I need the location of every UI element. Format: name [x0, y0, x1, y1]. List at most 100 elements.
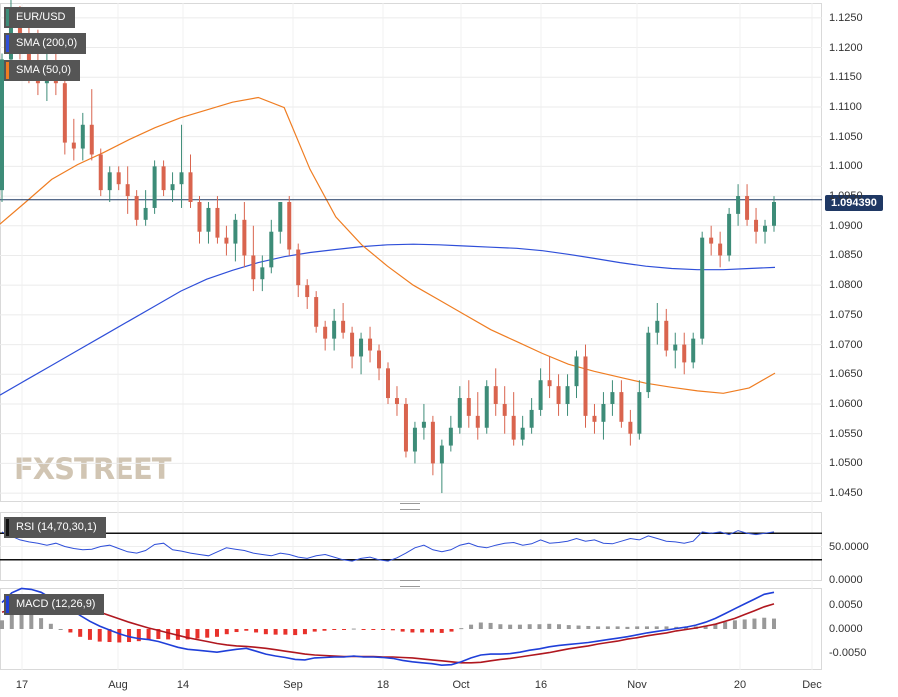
candle-body	[377, 350, 382, 369]
price-axis-label: 1.0600	[829, 397, 863, 410]
macd-histogram-bar	[371, 629, 376, 630]
candle-body	[421, 421, 426, 428]
macd-histogram-bar	[635, 626, 640, 629]
legend-label: RSI (14,70,30,1)	[16, 521, 97, 533]
candle-body	[520, 427, 525, 440]
macd-histogram-bar	[615, 626, 620, 629]
candle-body	[709, 237, 714, 244]
candle-body	[341, 320, 346, 333]
candle-body	[682, 344, 687, 363]
macd-histogram-bar	[654, 626, 659, 629]
macd-histogram-bar	[527, 624, 532, 629]
legend-sma50[interactable]: SMA (50,0)	[4, 60, 81, 81]
candle-body	[565, 386, 570, 404]
macd-histogram-bar	[400, 629, 405, 632]
x-axis-label: 18	[376, 679, 390, 691]
macd-histogram-bar	[390, 629, 395, 631]
price-axis-label: 1.0500	[829, 457, 863, 470]
macd-histogram-bar	[644, 626, 649, 629]
price-axis-label: 1.0750	[829, 308, 863, 321]
candle-body	[619, 392, 624, 422]
price-axis-label: 1.0550	[829, 427, 863, 440]
pane-resize-handle[interactable]	[400, 503, 420, 510]
macd-histogram-bar	[214, 629, 219, 637]
candle-body	[17, 23, 22, 42]
macd-histogram-bar	[752, 618, 757, 629]
macd-histogram-bar	[586, 625, 591, 629]
macd-histogram-bar	[117, 629, 122, 643]
candle-body	[538, 380, 543, 410]
macd-histogram-bar	[596, 626, 601, 629]
macd-histogram-bar	[439, 629, 444, 633]
macd-histogram-bar	[39, 618, 44, 629]
legend-swatch	[6, 596, 9, 613]
candle-body	[547, 380, 552, 387]
candle-body	[215, 207, 220, 238]
candle-body	[314, 297, 319, 327]
candle-body	[134, 196, 139, 220]
candle-body	[116, 172, 121, 185]
macd-histogram-bar	[273, 629, 278, 635]
macd-histogram-bar	[293, 629, 298, 636]
price-axis-label: 1.0650	[829, 368, 863, 381]
legend-sma200[interactable]: SMA (200,0)	[4, 33, 87, 54]
macd-histogram-bar	[537, 624, 542, 629]
candle-body	[457, 398, 462, 428]
candle-body	[502, 403, 507, 416]
candle-body	[0, 59, 4, 191]
macd-histogram-bar	[732, 620, 737, 629]
candle-body	[439, 445, 444, 464]
candle-body	[529, 409, 534, 428]
candle-body	[107, 172, 112, 191]
candle-body	[224, 237, 229, 244]
candle-body	[736, 196, 741, 214]
macd-histogram-bar	[136, 629, 141, 642]
candle-body	[700, 237, 705, 339]
legend-swatch	[6, 9, 9, 26]
legend-swatch	[6, 35, 9, 52]
rsi-axis-label: 50.0000	[829, 540, 869, 553]
candle-body	[448, 427, 453, 446]
price-axis-label: 1.0450	[829, 487, 863, 500]
macd-histogram-bar	[557, 624, 562, 629]
legend-eurusd[interactable]: EUR/USD	[4, 7, 75, 28]
candle-body	[242, 219, 247, 256]
candle-body	[251, 255, 256, 280]
macd-histogram-bar	[244, 629, 249, 631]
candle-body	[592, 415, 597, 422]
candle-body	[305, 285, 310, 298]
macd-histogram-bar	[68, 629, 73, 633]
price-axis-label: 1.1150	[829, 71, 862, 84]
candle-body	[430, 421, 435, 464]
macd-histogram-bar	[0, 620, 4, 629]
candle-body	[610, 392, 615, 404]
candle-body	[583, 356, 588, 416]
macd-histogram-bar	[449, 629, 454, 632]
candle-body	[718, 243, 723, 256]
macd-histogram-bar	[185, 629, 190, 640]
price-axis-label: 1.1200	[829, 41, 863, 54]
macd-histogram-bar	[234, 629, 239, 633]
macd-histogram-bar	[9, 613, 14, 629]
price-axis-label: 1.1000	[829, 160, 863, 173]
candle-body	[637, 392, 642, 434]
x-axis-label: 16	[534, 679, 548, 691]
legend-macd[interactable]: MACD (12,26,9)	[4, 594, 105, 615]
price-axis-label: 1.0950	[829, 190, 863, 203]
legend-rsi[interactable]: RSI (14,70,30,1)	[4, 517, 106, 538]
macd-histogram-bar	[361, 629, 366, 630]
price-panel[interactable]	[0, 3, 822, 502]
macd-histogram-bar	[664, 626, 669, 629]
price-axis-label: 1.1050	[829, 130, 863, 143]
macd-histogram-bar	[175, 629, 180, 640]
candle-body	[323, 326, 328, 339]
candle-body	[763, 225, 768, 232]
macd-histogram-bar	[566, 625, 571, 629]
legend-label: EUR/USD	[16, 11, 66, 23]
macd-histogram-bar	[302, 629, 307, 635]
candle-body	[466, 398, 471, 416]
pane-resize-handle[interactable]	[400, 580, 420, 587]
candle-body	[574, 356, 579, 387]
candle-body	[727, 213, 732, 256]
